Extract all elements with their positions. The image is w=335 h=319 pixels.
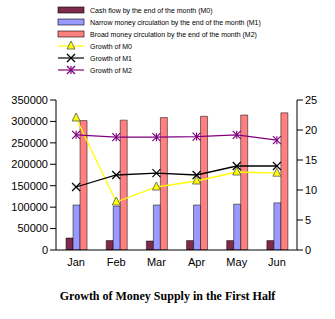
svg-text:300000: 300000: [11, 115, 48, 127]
svg-text:200000: 200000: [11, 158, 48, 170]
svg-text:Mar: Mar: [147, 256, 166, 268]
svg-text:Growth of M1: Growth of M1: [90, 55, 132, 62]
svg-text:Growth of M0: Growth of M0: [90, 43, 132, 50]
svg-text:350000: 350000: [11, 94, 48, 106]
svg-text:Broad money circulation by the: Broad money circulation by the end of th…: [90, 31, 257, 39]
html-text:Growth of Money Supply in the: Growth of Money Supply in the First Half: [59, 289, 276, 303]
svg-text:Apr: Apr: [188, 256, 205, 268]
svg-text:Growth of M2: Growth of M2: [90, 67, 132, 74]
svg-text:5: 5: [305, 214, 311, 226]
svg-text:May: May: [226, 256, 247, 268]
svg-text:Jan: Jan: [67, 256, 85, 268]
svg-text:25: 25: [305, 94, 317, 106]
svg-text:0: 0: [305, 244, 311, 256]
svg-text:15: 15: [305, 154, 317, 166]
svg-text:150000: 150000: [11, 180, 48, 192]
svg-text:10: 10: [305, 184, 317, 196]
svg-text:0: 0: [42, 244, 48, 256]
svg-text:Narrow money circulation by th: Narrow money circulation by the end of t…: [90, 19, 261, 27]
svg-text:100000: 100000: [11, 201, 48, 213]
svg-text:250000: 250000: [11, 137, 48, 149]
svg-text:Feb: Feb: [107, 256, 126, 268]
svg-text:20: 20: [305, 124, 317, 136]
svg-text:Jun: Jun: [268, 256, 286, 268]
svg-text:50000: 50000: [17, 222, 48, 234]
svg-text:Cash flow by the end of the mo: Cash flow by the end of the month (M0): [90, 7, 213, 15]
